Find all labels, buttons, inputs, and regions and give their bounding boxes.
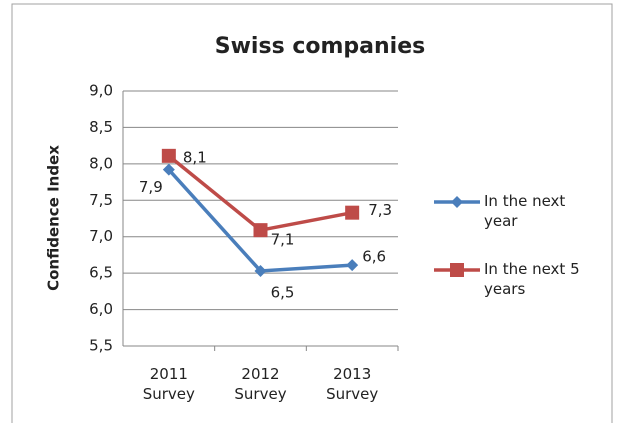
data-point	[162, 163, 175, 176]
x-tick-label: 2011 Survey	[142, 365, 195, 403]
y-tick-label: 7,0	[89, 227, 113, 245]
series-line	[167, 154, 353, 233]
data-point	[161, 148, 176, 163]
x-tick-label: 2012 Survey	[234, 365, 287, 403]
legend-label: In the next 5 years	[484, 260, 580, 298]
data-label: 7,1	[271, 231, 295, 249]
data-label: 6,6	[362, 248, 386, 266]
y-axis-label: Confidence Index	[45, 145, 63, 291]
data-label: 6,5	[271, 283, 295, 301]
y-tick-label: 6,0	[89, 300, 113, 318]
data-label: 8,1	[183, 148, 207, 166]
legend-label: In the next year	[484, 192, 566, 230]
data-label: 7,9	[139, 178, 163, 196]
y-tick-label: 8,0	[89, 154, 113, 172]
data-label: 7,3	[368, 201, 392, 219]
y-tick-label: 9,0	[89, 82, 113, 100]
y-tick-label: 7,5	[89, 191, 113, 209]
legend-marker	[450, 263, 464, 277]
chart-frame	[11, 3, 613, 423]
chart-title: Swiss companies	[215, 34, 425, 59]
data-point	[254, 264, 267, 277]
data-point	[253, 223, 268, 238]
data-point	[345, 205, 360, 220]
legend-marker	[451, 196, 463, 208]
x-tick-label: 2013 Survey	[326, 365, 379, 403]
y-tick-label: 5,5	[89, 337, 113, 355]
series-line	[167, 168, 353, 273]
y-tick-label: 6,5	[89, 264, 113, 282]
data-point	[346, 259, 359, 272]
y-tick-label: 8,5	[89, 118, 113, 136]
